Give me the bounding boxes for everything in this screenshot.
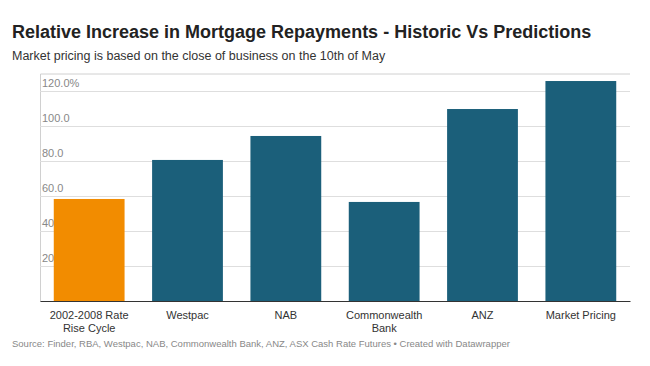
- y-tick: 20.0: [40, 252, 630, 267]
- y-tick: 120.0%: [40, 77, 630, 92]
- chart: Relative Increase in Mortgage Repayments…: [0, 0, 650, 366]
- source: Source: Finder, RBA, Westpac, NAB, Commo…: [12, 338, 510, 349]
- y-axis-line: [41, 74, 631, 302]
- x-tick: Market Pricing: [546, 301, 616, 321]
- x-tick: ANZ: [472, 301, 494, 321]
- bar: [152, 160, 223, 301]
- x-tick-label: ANZ: [472, 309, 494, 321]
- x-tick-label: 2002-2008 RateRise Cycle: [50, 309, 129, 334]
- grid-line: [40, 126, 630, 127]
- grid-line: [40, 161, 630, 162]
- y-tick: 60.0: [40, 182, 630, 197]
- x-tick: 2002-2008 RateRise Cycle: [50, 301, 129, 334]
- y-tick: 40.0: [40, 217, 630, 232]
- x-tick: NAB: [275, 301, 298, 321]
- bar: [250, 136, 321, 301]
- bar: [349, 202, 420, 301]
- x-tick-label: Market Pricing: [546, 309, 616, 321]
- x-tick: CommonwealthBank: [346, 301, 422, 334]
- x-tick-label: NAB: [275, 309, 298, 321]
- y-tick: 80.0: [40, 147, 630, 162]
- bar: [447, 109, 518, 301]
- x-tick: Westpac: [166, 301, 209, 321]
- y-tick-label: 120.0%: [42, 77, 80, 89]
- grid-line: [40, 196, 630, 197]
- grid-line: [40, 266, 630, 267]
- y-tick: 100.0: [40, 112, 630, 127]
- x-axis: 2002-2008 RateRise Cycle Westpac NAB Common…: [41, 301, 631, 334]
- y-axis: 20.0 40.0 60.0 80.0 100.0 120.0%: [40, 74, 630, 302]
- grid-line: [40, 231, 630, 232]
- y-tick-label: 100.0: [42, 112, 70, 124]
- subtitle: Market pricing is based on the close of …: [12, 49, 386, 63]
- y-tick-label: 80.0: [42, 147, 63, 159]
- grid-line: [40, 91, 630, 92]
- bars: [54, 81, 616, 301]
- x-tick-label: CommonwealthBank: [346, 309, 422, 334]
- x-axis-line: [41, 301, 631, 302]
- bar: [54, 199, 125, 301]
- bar: [545, 81, 616, 301]
- title: Relative Increase in Mortgage Repayments…: [12, 22, 591, 42]
- x-tick-label: Westpac: [166, 309, 209, 321]
- y-tick-label: 60.0: [42, 182, 63, 194]
